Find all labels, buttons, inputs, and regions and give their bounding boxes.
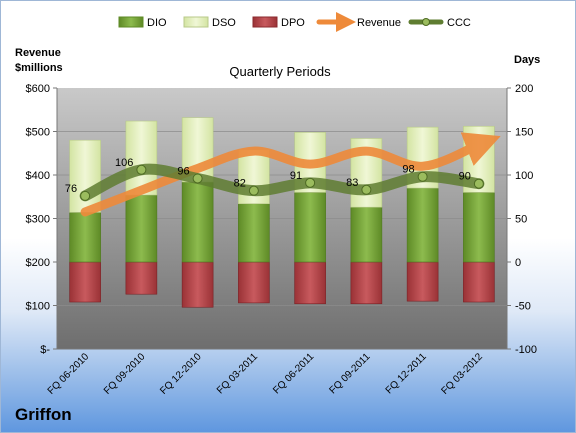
right-axis-ticks: -100 -50 0 50 100 150 200 xyxy=(507,83,537,356)
right-tick-label: 50 xyxy=(515,214,527,226)
right-tick-label: 100 xyxy=(515,170,533,182)
left-tick-label: $100 xyxy=(26,301,50,313)
right-tick-label: 200 xyxy=(515,83,533,95)
x-tick-label: FQ 06-2010 xyxy=(46,351,92,397)
left-tick-label: $- xyxy=(40,344,50,356)
bar-dpo xyxy=(463,261,495,303)
x-tick-label: FQ 09-2010 xyxy=(102,351,148,397)
ccc-data-label: 96 xyxy=(177,165,189,177)
bar-dpo xyxy=(294,261,326,305)
x-tick-label: FQ 12-2011 xyxy=(384,351,429,396)
x-tick-label: FQ 06-2011 xyxy=(271,351,316,396)
bar-dpo xyxy=(406,261,439,302)
chart-title: Quarterly Periods xyxy=(229,64,331,79)
ccc-point xyxy=(473,178,484,189)
left-axis-label-line2: $millions xyxy=(15,62,63,74)
ccc-data-label: 98 xyxy=(402,164,414,176)
bar-dio xyxy=(181,181,214,263)
bar-dso xyxy=(69,139,101,213)
left-axis-ticks: $- $100 $200 $300 $400 $500 $600 xyxy=(26,83,57,356)
bar-dio xyxy=(350,206,383,263)
ccc-point xyxy=(192,173,203,184)
bar-dpo xyxy=(125,261,158,295)
ccc-data-label: 106 xyxy=(115,157,133,169)
right-tick-label: 150 xyxy=(515,127,533,139)
ccc-point xyxy=(136,164,147,175)
legend-label-revenue: Revenue xyxy=(357,17,401,29)
legend-label-dpo: DPO xyxy=(281,17,305,29)
ccc-line-group: 76 106 96 82 91 83 98 90 xyxy=(65,157,485,202)
ccc-data-label: 91 xyxy=(290,170,302,182)
ccc-point xyxy=(305,177,316,188)
ccc-point xyxy=(417,171,428,182)
ccc-point xyxy=(248,185,259,196)
bar-dio xyxy=(463,192,495,263)
x-tick-label: FQ 09-2011 xyxy=(328,351,373,396)
bar-dpo xyxy=(69,261,101,303)
bar-dio xyxy=(69,212,101,263)
left-tick-label: $500 xyxy=(26,127,50,139)
x-axis-labels: FQ 06-2010 FQ 09-2010 FQ 12-2010 FQ 03-2011… xyxy=(46,351,486,397)
x-tick-label: FQ 03-2011 xyxy=(215,351,260,396)
x-tick-label: FQ 12-2010 xyxy=(158,351,204,397)
left-axis-label-line1: Revenue xyxy=(15,47,61,59)
revenue-line xyxy=(80,132,501,217)
right-axis-label: Days xyxy=(514,54,540,66)
legend-swatch-dpo xyxy=(252,16,278,28)
right-tick-label: -50 xyxy=(515,301,531,313)
left-tick-label: $600 xyxy=(26,83,50,95)
bar-dpo xyxy=(238,261,270,304)
revenue-line-group xyxy=(80,132,501,217)
bar-dpo xyxy=(350,261,383,305)
left-tick-label: $300 xyxy=(26,214,50,226)
legend-swatch-dio xyxy=(118,16,144,28)
bars xyxy=(69,117,495,308)
ccc-data-label: 83 xyxy=(346,177,358,189)
bar-dio xyxy=(238,203,270,263)
legend-marker-ccc xyxy=(422,18,430,26)
legend-label-dso: DSO xyxy=(212,17,236,29)
x-tick-label: FQ 03-2012 xyxy=(439,351,485,397)
ccc-data-label: 90 xyxy=(459,171,471,183)
ccc-point xyxy=(361,184,372,195)
right-tick-label: -100 xyxy=(515,344,537,356)
legend-swatch-dso xyxy=(183,16,209,28)
legend: DIO DSO DPO Revenue CCC xyxy=(118,12,471,32)
ccc-data-label: 76 xyxy=(65,183,77,195)
bar-dio xyxy=(294,192,326,263)
left-tick-label: $200 xyxy=(26,257,50,269)
company-name: Griffon xyxy=(15,405,72,424)
left-tick-label: $400 xyxy=(26,170,50,182)
bar-dio xyxy=(125,194,158,263)
legend-label-ccc: CCC xyxy=(447,17,471,29)
legend-label-dio: DIO xyxy=(147,17,167,29)
ccc-point xyxy=(80,190,91,201)
right-tick-label: 0 xyxy=(515,257,521,269)
ccc-data-label: 82 xyxy=(234,178,246,190)
bar-dpo xyxy=(181,261,214,308)
bar-dio xyxy=(406,187,439,263)
